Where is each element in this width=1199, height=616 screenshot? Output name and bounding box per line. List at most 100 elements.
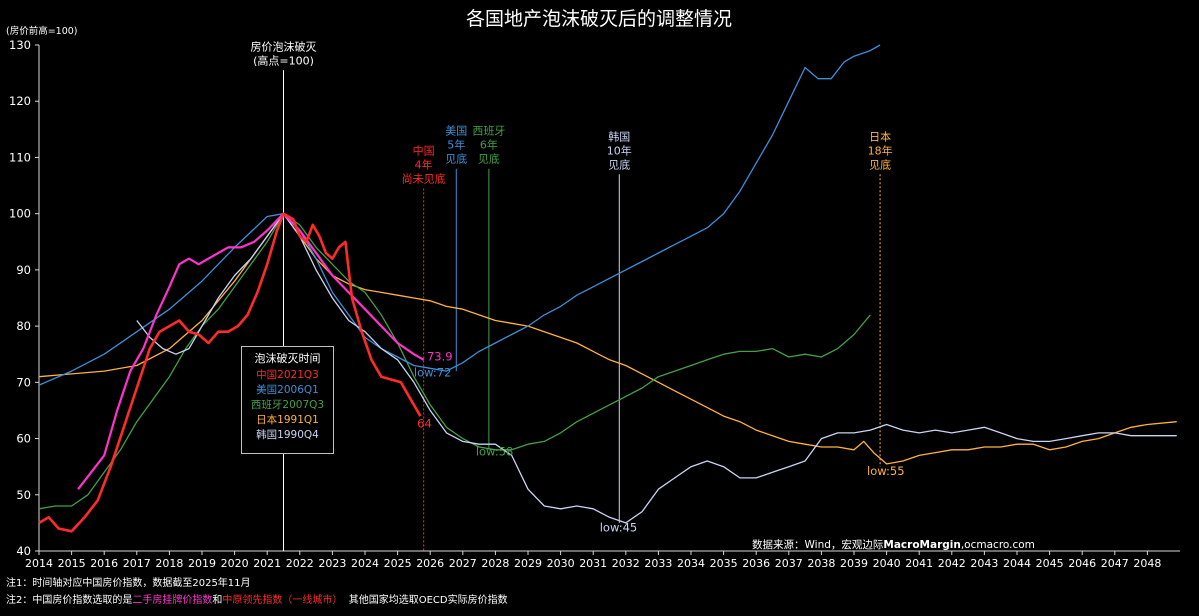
annotation-label: 见底: [608, 157, 630, 171]
note-2-and: 和: [212, 595, 223, 606]
axes: 40 50 60 70 80 90 100 110 120 130 2014 2015 2016 2017…: [9, 38, 1180, 570]
series-line: [77, 212, 425, 490]
value-label: low:72: [414, 366, 452, 380]
y-tick-label: 60: [16, 432, 31, 446]
x-tick-label: 2018: [155, 557, 183, 570]
source-site: ,ocmacro.com: [961, 539, 1035, 551]
annotation-label: 5年: [447, 138, 465, 152]
x-tick-label: 2034: [677, 557, 705, 570]
note-2-series-a: 二手房挂牌价指数: [132, 595, 213, 606]
series-line: [38, 213, 871, 510]
y-tick-label: 50: [16, 488, 31, 502]
y-tick-label: 40: [16, 544, 31, 558]
x-tick-label: 2017: [123, 557, 151, 570]
annotations: 房价泡沫破灭(高点=100)中国4年尚未见底美国5年见底西班牙6年见底韩国10年…: [251, 39, 893, 551]
annotation-label: 见底: [445, 152, 467, 166]
annotation-label: 韩国: [608, 129, 630, 143]
note-2: 注2：中国房价指数选取的是二手房挂牌价指数和中原领先指数（一线城市） 其他国家均…: [6, 591, 508, 606]
value-label: low:58: [476, 444, 514, 458]
y-tick-label: 70: [16, 375, 31, 389]
x-tick-label: 2037: [775, 557, 803, 570]
chart-title: 各国地产泡沫破灭后的调整情况: [466, 8, 732, 30]
x-tick-label: 2047: [1101, 557, 1129, 570]
x-tick-label: 2021: [253, 557, 281, 570]
x-tick-label: 2032: [612, 557, 640, 570]
value-labels: 73.9 64 low:72 low:58 low:45 low:55: [414, 349, 905, 534]
x-tick-label: 2038: [807, 557, 835, 570]
annotation-label: 10年: [607, 143, 632, 157]
annotation-label: (高点=100): [253, 53, 314, 67]
x-tick-label: 2031: [579, 557, 607, 570]
x-tick-label: 2026: [416, 557, 444, 570]
note-1: 注1：时间轴对应中国房价指数，数据截至2025年11月: [6, 578, 251, 589]
value-label: 73.9: [427, 349, 453, 363]
legend-title: 泡沫破灭时间: [254, 352, 321, 365]
value-label: low:45: [600, 520, 638, 534]
annotation-label: 见底: [869, 157, 891, 171]
x-tick-label: 2020: [221, 557, 249, 570]
x-tick-label: 2035: [710, 557, 738, 570]
x-tick-label: 2015: [58, 557, 86, 570]
series-line: [38, 212, 422, 533]
series-line: [38, 213, 1177, 465]
legend-entry: 韩国1990Q4: [256, 429, 319, 441]
x-tick-label: 2046: [1068, 557, 1096, 570]
x-tick-label: 2033: [644, 557, 672, 570]
x-tick-label: 2019: [188, 557, 216, 570]
x-tick-label: 2030: [547, 557, 575, 570]
x-tick-label: 2023: [318, 557, 346, 570]
x-tick-label: 2044: [1003, 557, 1031, 570]
x-tick-label: 2022: [286, 557, 314, 570]
x-tick-label: 2042: [938, 557, 966, 570]
annotation-label: 见底: [478, 152, 500, 166]
x-tick-label: 2043: [970, 557, 998, 570]
value-label: low:55: [867, 464, 905, 478]
note-2-prefix: 注2：中国房价指数选取的是: [6, 595, 133, 606]
y-tick-label: 110: [9, 150, 31, 164]
y-tick-label: 130: [9, 38, 31, 52]
series-lines: [38, 44, 1177, 533]
x-tick-label: 2040: [873, 557, 901, 570]
x-tick-label: 2025: [384, 557, 412, 570]
legend-entry: 中国2021Q3: [256, 369, 319, 381]
x-tick-label: 2048: [1133, 557, 1161, 570]
y-axis-label: (房价前高=100): [6, 25, 78, 37]
annotation-label: 房价泡沫破灭: [251, 39, 317, 53]
y-tick-label: 120: [9, 94, 31, 108]
annotation-label: 尚未见底: [402, 171, 446, 185]
legend-entry: 美国2006Q1: [256, 384, 319, 396]
x-tick-label: 2036: [742, 557, 770, 570]
x-tick-label: 2029: [514, 557, 542, 570]
annotation-label: 4年: [415, 157, 433, 171]
x-tick-label: 2024: [351, 557, 379, 570]
x-tick-label: 2045: [1036, 557, 1064, 570]
legend-entries: 中国2021Q3 美国2006Q1 西班牙2007Q3 日本1991Q1 韩国1990Q…: [242, 368, 333, 443]
note-2-suffix: 其他国家均选取OECD实际房价指数: [342, 595, 508, 606]
x-tick-label: 2014: [25, 557, 53, 570]
note-2-series-b: 中原领先指数（一线城市）: [222, 595, 343, 606]
x-tick-label: 2039: [840, 557, 868, 570]
y-tick-label: 100: [9, 207, 31, 221]
source-text: 数据来源：Wind，宏观边际MacroMargin,ocmacro.com: [752, 538, 1035, 551]
source-brand: MacroMargin: [883, 539, 960, 551]
x-tick-label: 2041: [905, 557, 933, 570]
annotation-label: 日本: [869, 129, 891, 143]
annotation-label: 18年: [868, 143, 893, 157]
x-tick-label: 2027: [449, 557, 477, 570]
legend-entry: 日本1991Q1: [256, 414, 319, 426]
series-line: [136, 213, 1177, 524]
annotation-label: 美国: [445, 125, 467, 138]
legend-entry: 西班牙2007Q3: [250, 399, 325, 411]
annotation-label: 中国: [413, 144, 435, 157]
value-label: 64: [417, 416, 432, 430]
series-line: [38, 44, 881, 386]
y-tick-label: 90: [16, 263, 31, 277]
source-prefix: 数据来源：Wind，宏观边际: [752, 538, 883, 551]
x-tick-label: 2028: [481, 557, 509, 570]
annotation-label: 6年: [480, 138, 498, 152]
x-tick-label: 2016: [90, 557, 118, 570]
y-tick-label: 80: [16, 319, 31, 333]
annotation-label: 西班牙: [472, 125, 505, 138]
legend: 泡沫破灭时间 中国2021Q3 美国2006Q1 西班牙2007Q3 日本1991Q1…: [241, 346, 334, 454]
